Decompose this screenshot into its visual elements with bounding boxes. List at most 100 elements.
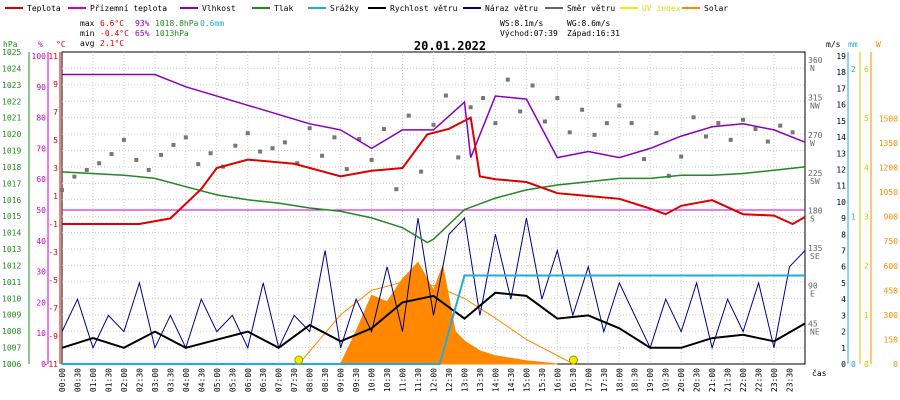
axis-rain-tick: 2	[851, 65, 856, 74]
axis-time-tick: 04:30	[197, 368, 206, 392]
series-direction-point	[753, 126, 758, 131]
axis-wind-tick: 19	[836, 52, 846, 61]
axis-time-tick: 10:00	[368, 368, 377, 392]
axis-temperature-tick: -3	[48, 248, 58, 257]
axis-wind-tick: 12	[836, 165, 846, 174]
series-direction-point	[320, 153, 325, 158]
info-wg: WG:8.6m/s	[567, 19, 611, 28]
series-direction-point	[617, 103, 622, 108]
axis-wind-tick: 13	[836, 149, 846, 158]
series-direction-point	[233, 143, 238, 148]
axis-time-tick: 07:30	[290, 368, 299, 392]
series-direction-point	[468, 105, 473, 110]
axis-time-tick: 13:00	[460, 368, 469, 392]
series-direction-point	[121, 137, 126, 142]
series-direction-point	[332, 135, 337, 140]
series-direction-point	[604, 121, 609, 126]
axis-temperature-tick: 3	[53, 164, 58, 173]
series-direction-point	[542, 119, 547, 124]
axis-pressure-tick: 1015	[2, 212, 21, 221]
axis-rain-unit: mm	[848, 40, 858, 49]
series-direction-point	[629, 121, 634, 126]
series-direction-point	[109, 152, 114, 157]
axis-temperature-tick: -11	[44, 360, 59, 369]
axis-wind-tick: 8	[841, 230, 846, 239]
series-direction-point	[592, 132, 597, 137]
series-direction-point	[493, 121, 498, 126]
axis-time-tick: 12:00	[430, 368, 439, 392]
axis-temperature-tick: 11	[48, 52, 58, 61]
axis-pressure-tick: 1011	[2, 278, 21, 287]
info-sunrise: Východ:07:39	[500, 29, 558, 38]
legend-label: Směr větru	[567, 4, 615, 13]
sunrise-marker	[294, 355, 304, 365]
axis-pressure-tick: 1022	[2, 97, 21, 106]
series-direction-point	[580, 107, 585, 112]
series-pressure	[61, 166, 806, 244]
series-direction-point	[394, 187, 399, 192]
axis-direction-label: NE	[810, 327, 820, 336]
series-direction-point	[567, 130, 572, 135]
series-direction-point	[716, 121, 721, 126]
axis-direction-tick: 360	[808, 56, 823, 65]
series-direction-point	[530, 83, 535, 88]
axis-temperature-unit: °C	[56, 40, 66, 49]
axis-time-tick: 18:00	[615, 368, 624, 392]
axis-temperature-tick: -5	[48, 276, 58, 285]
axis-pressure-tick: 1021	[2, 114, 21, 123]
axis-time-tick: 05:00	[213, 368, 222, 392]
axis-direction-label: N	[810, 64, 815, 73]
series-temperature	[62, 116, 806, 226]
series-direction-point	[518, 109, 523, 114]
axis-humidity-tick: 80	[36, 114, 46, 123]
axis-uv-tick: 5	[864, 114, 869, 123]
legend-label: Náraz větru	[485, 4, 538, 13]
series-direction-point	[790, 130, 795, 135]
axis-humidity-tick: 50	[36, 206, 46, 215]
series-direction-point	[679, 154, 684, 159]
axis-temperature-tick: 7	[53, 108, 58, 117]
axis-rain-tick: 1	[851, 212, 856, 221]
axis-pressure-tick: 1018	[2, 163, 21, 172]
axis-direction-label: SW	[810, 177, 820, 186]
axis-uv-tick: 4	[864, 163, 869, 172]
axis-wind-tick: 0	[841, 360, 846, 369]
axis-humidity-tick: 60	[36, 175, 46, 184]
series-direction-point	[443, 93, 448, 98]
series-direction-point	[703, 134, 708, 139]
axis-pressure-tick: 1010	[2, 294, 21, 303]
series-direction-point	[282, 140, 287, 145]
axis-humidity-tick: 40	[36, 237, 46, 246]
legend-label: Rychlost větru	[390, 4, 458, 13]
axis-time-tick: 01:30	[104, 368, 113, 392]
axis-wind-tick: 14	[836, 133, 846, 142]
series-direction-point	[642, 157, 647, 162]
series-direction-point	[134, 157, 139, 162]
stat-max-press: 1018.8hPa	[155, 19, 199, 28]
axis-direction-label: W	[810, 139, 815, 148]
series-direction-point	[258, 149, 263, 154]
axis-humidity-tick: 90	[36, 83, 46, 92]
axis-temperature-tick: -7	[48, 304, 58, 313]
axis-solar-tick: 150	[884, 335, 899, 344]
axis-time-tick: 17:30	[600, 368, 609, 392]
axis-wind-tick: 6	[841, 263, 846, 272]
axis-solar-tick: 450	[884, 286, 899, 295]
series-direction-point	[307, 126, 312, 131]
axis-time-tick: 03:00	[151, 368, 160, 392]
axis-pressure-tick: 1025	[2, 48, 21, 57]
axis-wind-tick: 18	[836, 68, 846, 77]
axis-time-tick: 13:30	[476, 368, 485, 392]
legend-label: Tlak	[274, 4, 293, 13]
series-direction-point	[159, 152, 164, 157]
stat-max-hum: 93%	[135, 19, 150, 28]
series-solar-theoretical	[298, 281, 574, 365]
info-ws: WS:8.1m/s	[500, 19, 544, 28]
axis-humidity-tick: 30	[36, 268, 46, 277]
axis-wind-tick: 9	[841, 214, 846, 223]
axis-time-label: čas	[812, 368, 827, 378]
axis-time-tick: 02:30	[135, 368, 144, 392]
axis-time-tick: 01:00	[89, 368, 98, 392]
axis-pressure-tick: 1013	[2, 245, 21, 254]
